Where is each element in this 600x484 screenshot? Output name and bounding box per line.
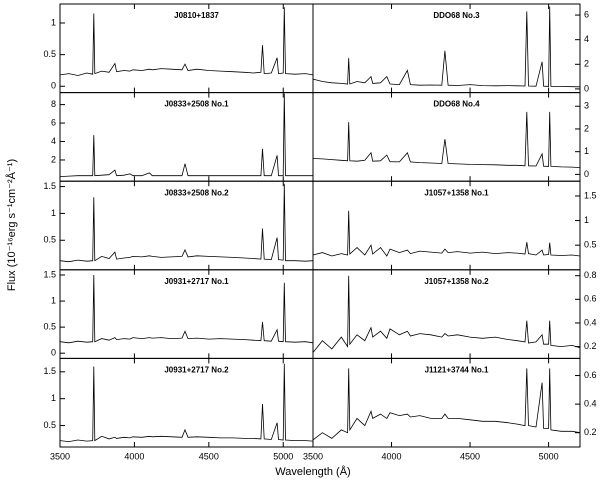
y-tick-label: 1 xyxy=(584,146,589,156)
spectrum xyxy=(312,275,581,353)
y-tick-label: 1 xyxy=(51,208,56,218)
y-tick-label: 1.5 xyxy=(43,181,56,191)
spectrum xyxy=(312,368,581,441)
panel-title: J0931+2717 No.1 xyxy=(164,277,229,286)
x-tick-label: 4500 xyxy=(199,451,219,461)
x-tick-label: 3500 xyxy=(303,451,323,461)
y-tick-label: 0.2 xyxy=(584,341,597,351)
panel-title: J0833+2508 No.1 xyxy=(164,100,229,109)
y-tick-label: 4 xyxy=(51,136,56,146)
y-tick-label: 1 xyxy=(51,295,56,305)
spectrum xyxy=(312,111,581,168)
y-tick-label: 2 xyxy=(584,123,589,133)
y-tick-label: 0 xyxy=(584,83,589,93)
y-tick-label: 0.5 xyxy=(43,420,56,430)
x-tick-label: 4500 xyxy=(460,451,480,461)
panel-frame xyxy=(312,357,581,448)
spectrum xyxy=(59,7,314,76)
x-tick-label: 4000 xyxy=(124,451,144,461)
x-tick-label: 5000 xyxy=(273,451,293,461)
y-axis-label: Flux (10⁻¹⁶erg s⁻¹cm⁻²Å⁻¹) xyxy=(5,159,18,291)
x-tick-label: 3500 xyxy=(50,451,70,461)
spectrum xyxy=(59,183,314,263)
y-tick-label: 0 xyxy=(51,348,56,358)
y-tick-label: 0.5 xyxy=(43,322,56,332)
y-tick-label: 1.5 xyxy=(584,190,597,200)
spectrum xyxy=(312,6,581,88)
y-tick-label: 0.6 xyxy=(584,294,597,304)
y-tick-label: 3 xyxy=(584,101,589,111)
panel-title: J1057+1358 No.1 xyxy=(424,188,489,197)
panel-title: J1057+1358 No.2 xyxy=(424,277,489,286)
y-tick-label: 6 xyxy=(51,117,56,127)
y-tick-label: 1 xyxy=(51,393,56,403)
panel-title: J0810+1837 xyxy=(174,11,219,20)
y-tick-label: 0 xyxy=(51,81,56,91)
panel-title: J0833+2508 No.2 xyxy=(164,188,229,197)
y-tick-label: 0.6 xyxy=(584,370,597,380)
y-tick-label: 1.5 xyxy=(43,269,56,279)
x-axis-label: Wavelength (Å) xyxy=(275,465,350,478)
panel-title: DDO68 No.4 xyxy=(433,100,480,109)
x-tick-label: 4000 xyxy=(382,451,402,461)
y-tick-label: 0.4 xyxy=(584,317,597,327)
y-tick-label: 0.2 xyxy=(584,427,597,437)
y-tick-label: 0.8 xyxy=(584,270,597,280)
y-tick-label: 2 xyxy=(584,59,589,69)
y-tick-label: 1 xyxy=(51,17,56,27)
y-tick-label: 1.5 xyxy=(43,366,56,376)
spectrum xyxy=(312,210,581,257)
panel-title: J1121+3744 No.1 xyxy=(425,366,489,375)
spectrum xyxy=(59,363,314,443)
y-tick-label: 0.5 xyxy=(43,49,56,59)
y-tick-label: 4 xyxy=(584,34,589,44)
y-tick-label: 0.5 xyxy=(584,240,597,250)
x-tick-label: 5000 xyxy=(539,451,559,461)
spectrum xyxy=(59,93,313,177)
y-tick-label: 1 xyxy=(584,215,589,225)
spectrum xyxy=(59,274,314,344)
y-tick-label: 6 xyxy=(584,9,589,19)
y-tick-label: 8 xyxy=(51,99,56,109)
y-tick-label: 0 xyxy=(584,169,589,179)
y-tick-label: 2 xyxy=(51,154,56,164)
panel-title: J0931+2717 No.2 xyxy=(164,366,229,375)
y-tick-label: 0.4 xyxy=(584,399,597,409)
panel-title: DDO68 No.3 xyxy=(433,11,480,20)
y-tick-label: 0.5 xyxy=(43,235,56,245)
